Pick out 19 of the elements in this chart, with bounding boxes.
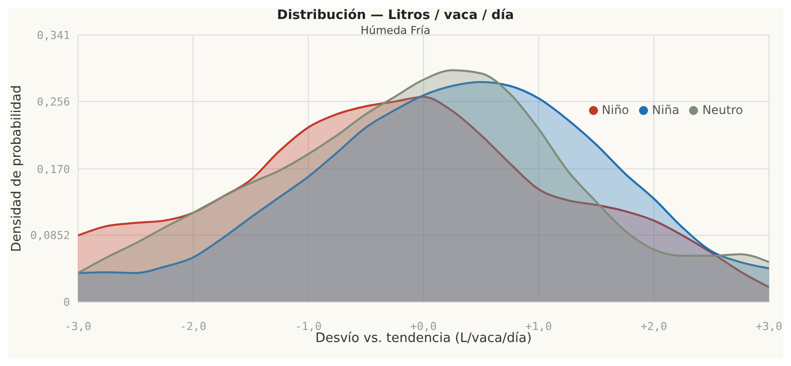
chart-title: Distribución — Litros / vaca / día [276, 8, 515, 23]
y-tick-label: 0,170 [36, 162, 70, 176]
x-tick-label: -2,0 [180, 320, 206, 333]
x-tick-label: +0,0 [410, 320, 437, 333]
y-tick-label: 0,256 [36, 95, 70, 108]
x-tick-label: +1,0 [525, 320, 552, 333]
legend-label: Neutro [702, 103, 743, 117]
legend-label: Niña [652, 103, 680, 117]
legend-label: Niño [602, 103, 630, 117]
y-tick-label: 0,341 [36, 28, 70, 42]
x-tick-label: -3,0 [64, 320, 92, 333]
x-tick-label: -1,0 [295, 320, 322, 333]
chart-subtitle: Húmeda Fría [360, 24, 430, 37]
y-tick-label: 0 [63, 296, 70, 309]
x-tick-label: +2,0 [640, 320, 668, 333]
x-tick-label: +3,0 [756, 320, 782, 333]
x-axis-title: Desvío vs. tendencia (L/vaca/día) [315, 331, 532, 346]
y-axis-title: Densidad de probabilidad [10, 85, 25, 252]
y-tick-label: 0,0852 [30, 229, 70, 242]
